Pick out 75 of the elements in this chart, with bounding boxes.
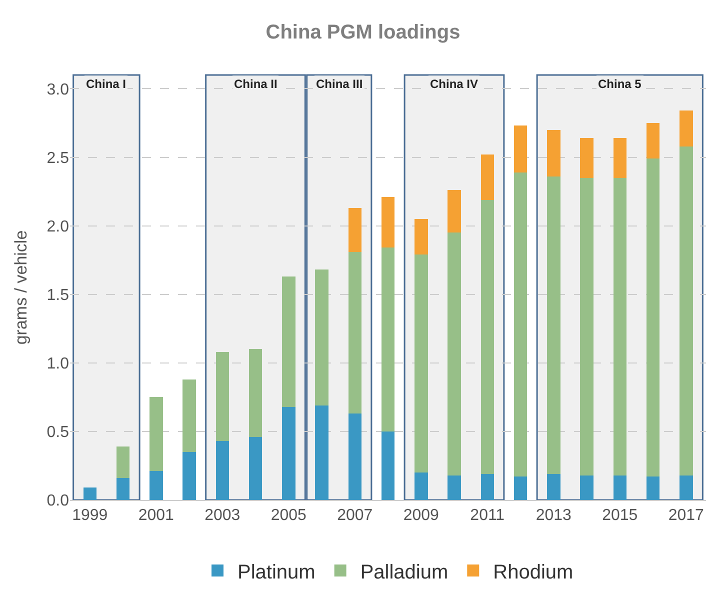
bar — [216, 441, 229, 500]
bar — [480, 154, 494, 200]
legend-label: Palladium — [360, 561, 448, 584]
bar — [282, 406, 296, 500]
bar — [480, 200, 494, 474]
bar — [514, 126, 528, 172]
y-tick-label: 1.0 — [46, 356, 70, 372]
bar — [580, 475, 594, 500]
legend-label: Platinum — [238, 561, 316, 584]
bar — [182, 452, 196, 500]
bar — [580, 138, 594, 178]
bar — [315, 270, 328, 406]
bar — [116, 478, 130, 500]
x-tick-label: 2011 — [470, 507, 505, 524]
bar — [613, 138, 626, 178]
bar — [448, 232, 461, 476]
bar — [613, 475, 626, 500]
bar — [414, 472, 428, 500]
y-tick-label: 3.0 — [46, 81, 70, 98]
bar — [83, 488, 96, 500]
bar — [448, 190, 461, 233]
bar — [414, 218, 428, 255]
bar — [150, 471, 163, 500]
bar — [216, 352, 229, 442]
bar — [646, 158, 660, 477]
legend-label: Rhodium — [493, 561, 574, 584]
bar — [248, 436, 262, 500]
y-tick-label: 2.5 — [46, 150, 70, 167]
bar — [182, 379, 196, 452]
x-tick-label: 2007 — [337, 507, 373, 524]
x-tick-label: 1999 — [72, 507, 108, 524]
x-tick-label: 2017 — [668, 507, 704, 524]
bar — [116, 446, 130, 478]
bar — [282, 276, 296, 407]
bar — [248, 349, 262, 437]
bar — [547, 176, 560, 474]
band-label: China IV — [430, 77, 478, 91]
bar — [381, 197, 395, 248]
bar — [381, 431, 395, 500]
bar — [613, 178, 626, 476]
band-label: China III — [316, 77, 363, 91]
band-label: China I — [86, 77, 126, 91]
bar — [150, 397, 163, 472]
bar — [315, 405, 328, 500]
bar — [680, 475, 693, 500]
bar — [348, 414, 362, 500]
bar — [547, 474, 560, 500]
y-tick-label: 0.0 — [46, 492, 70, 510]
bar — [414, 254, 428, 473]
bar — [514, 476, 528, 500]
bar — [547, 130, 560, 176]
x-tick-label: 2005 — [270, 507, 307, 524]
band-label: China II — [234, 77, 278, 91]
bar — [580, 178, 594, 476]
bar — [514, 172, 528, 477]
y-tick-label: 0.5 — [46, 424, 70, 442]
y-axis-title: grams / vehicle — [11, 230, 30, 345]
bar — [381, 248, 395, 432]
y-tick-label: 2.0 — [46, 218, 70, 236]
bar — [680, 146, 693, 476]
bar — [646, 122, 660, 159]
band-label: China 5 — [598, 77, 642, 91]
x-tick-label: 2009 — [403, 507, 440, 524]
bar — [680, 110, 693, 146]
y-tick-label: 1.5 — [46, 286, 70, 304]
x-tick-label: 2001 — [138, 507, 174, 524]
x-tick-label: 2015 — [602, 507, 638, 524]
bar — [646, 476, 660, 500]
x-tick-label: 2003 — [204, 507, 240, 524]
x-tick-label: 2013 — [536, 507, 572, 524]
bar — [348, 208, 362, 252]
bar — [448, 475, 461, 500]
chart-title: China PGM loadings — [266, 21, 460, 44]
bar — [348, 252, 362, 414]
bar — [480, 474, 494, 500]
